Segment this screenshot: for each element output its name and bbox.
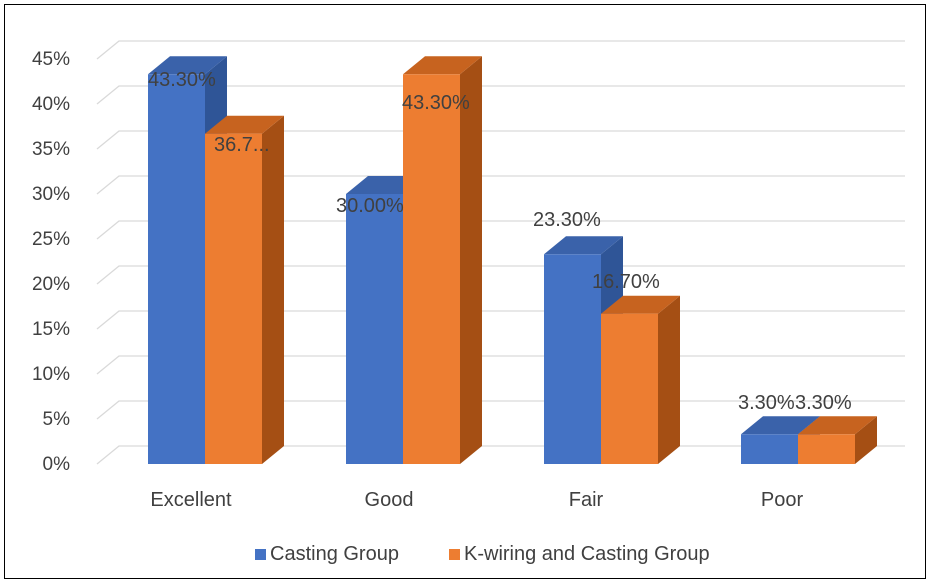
bar-poor-k-wiring-casting <box>798 416 877 464</box>
y-tick-label: 10% <box>32 364 70 385</box>
y-tick-label: 30% <box>32 184 70 205</box>
data-label: 16.70% <box>592 271 660 293</box>
gridline <box>96 265 905 285</box>
legend-entry: Casting Group <box>270 543 399 565</box>
bar-side-face <box>262 115 284 464</box>
bar-top-face <box>601 295 680 314</box>
bar-side-face <box>460 56 482 465</box>
data-label: 3.30% <box>738 392 795 414</box>
bar-front-face <box>346 194 403 464</box>
y-tick-label: 25% <box>32 229 70 250</box>
y-tick-label: 45% <box>32 49 70 70</box>
bar-top-face <box>148 56 227 75</box>
legend-entry: K-wiring and Casting Group <box>464 543 710 565</box>
data-label: 36.7... <box>214 134 270 156</box>
y-tick-label: 20% <box>32 274 70 295</box>
x-category-label: Fair <box>569 489 604 511</box>
gridline <box>96 40 905 60</box>
bar-poor-casting <box>741 416 820 464</box>
bar-top-face <box>544 236 623 255</box>
bar-side-face <box>855 416 877 464</box>
legend-swatch <box>255 549 266 560</box>
gridline <box>96 130 905 150</box>
bar-side-face <box>658 295 680 464</box>
legend-swatch <box>449 549 460 560</box>
data-label: 23.30% <box>533 209 601 231</box>
y-tick-label: 40% <box>32 94 70 115</box>
x-category-label: Good <box>365 489 414 511</box>
bar-front-face <box>148 74 205 465</box>
gridline <box>96 220 905 240</box>
data-label: 30.00% <box>336 195 404 217</box>
bar-front-face <box>798 434 855 464</box>
bar-excellent-k-wiring-casting <box>205 115 284 464</box>
data-label: 43.30% <box>402 92 470 114</box>
data-labels: 43.30% 30.00% 23.30% 3.30% 36.7... 43.30% 16.7… <box>148 69 852 414</box>
legend: Casting Group K-wiring and Casting Group <box>255 543 710 565</box>
bars <box>148 56 877 465</box>
x-category-label: Excellent <box>150 489 232 511</box>
bar-top-face <box>403 56 482 75</box>
y-tick-label: 0% <box>43 454 71 475</box>
gridline <box>96 175 905 195</box>
y-tick-label: 15% <box>32 319 70 340</box>
x-axis-categories: Excellent Good Fair Poor <box>150 489 803 511</box>
bar-front-face <box>205 133 262 464</box>
bar-good-k-wiring-casting <box>403 56 482 465</box>
bar-top-face <box>205 115 284 134</box>
bar-front-face <box>403 74 460 465</box>
data-label: 43.30% <box>148 69 216 91</box>
gridline <box>96 85 905 105</box>
bar-top-face <box>798 416 877 435</box>
y-axis-ticks: 0% 5% 10% 15% 20% 25% 30% 35% 40% 45% <box>32 49 70 475</box>
bar-fair-k-wiring-casting <box>601 295 680 464</box>
bar-top-face <box>741 416 820 435</box>
bar-front-face <box>544 254 601 464</box>
bar-front-face <box>741 434 798 464</box>
bar-front-face <box>601 313 658 464</box>
y-tick-label: 35% <box>32 139 70 160</box>
data-label: 3.30% <box>795 392 852 414</box>
x-category-label: Poor <box>761 489 804 511</box>
y-tick-label: 5% <box>43 409 71 430</box>
